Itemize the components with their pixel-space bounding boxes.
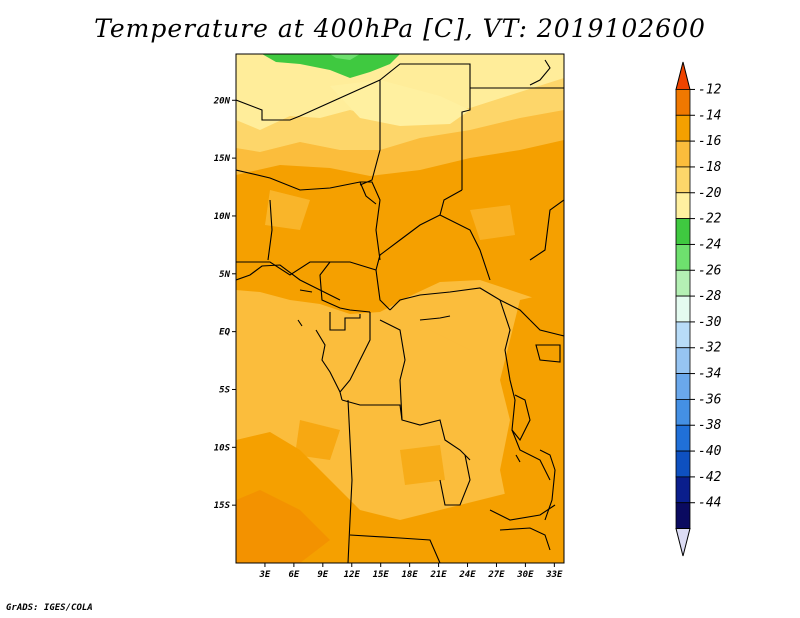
colorbar-level-label: -16 (698, 134, 722, 149)
lat-tick-label: 5S (219, 385, 230, 395)
colorbar-level-label: -24 (698, 237, 721, 252)
colorbar-swatch (675, 269, 691, 297)
lon-tick-label: 30E (516, 570, 534, 580)
colorbar-level-label: -12 (698, 82, 722, 97)
colorbar-level-label: -14 (698, 108, 721, 123)
lat-tick-label: 20N (213, 96, 231, 106)
colorbar-level-label: -38 (698, 418, 722, 433)
colorbar-swatch (675, 399, 691, 426)
colorbar-swatch (675, 166, 691, 194)
colorbar-level-label: -18 (698, 160, 722, 175)
lat-tick-label: 15S (214, 501, 231, 511)
lon-tick-label: 3E (259, 570, 271, 580)
colorbar: -12 -14 -16 -18 -20 -22 -24 -26 -28 -30 -32 -34 -36 -… (675, 61, 722, 557)
lon-tick-label: 6E (288, 570, 299, 580)
colorbar-swatch (675, 218, 691, 245)
colorbar-swatch (675, 424, 691, 452)
lon-tick-label: 21E (429, 570, 447, 580)
map-frame (235, 53, 565, 564)
colorbar-swatch (675, 502, 691, 529)
colorbar-level-label: -30 (698, 315, 722, 330)
colorbar-swatch (675, 89, 691, 116)
colorbar-level-label: -44 (698, 496, 721, 511)
lon-tick-label: 18E (402, 570, 419, 580)
colorbar-level-label: -26 (698, 263, 722, 278)
colorbar-level-label: -34 (698, 367, 721, 382)
colorbar-swatch (675, 450, 691, 478)
lon-tick-label: 9E (317, 570, 328, 580)
colorbar-swatch (675, 114, 691, 142)
colorbar-level-label: -22 (698, 212, 722, 227)
map-title: Temperature at 400hPa [C], VT: 201910260… (94, 14, 706, 43)
colorbar-level-label: -40 (698, 444, 722, 459)
lon-tick-label: 27E (487, 570, 505, 580)
temperature-field (236, 54, 564, 563)
lat-tick-label: 10S (214, 443, 231, 453)
colorbar-level-label: -42 (698, 470, 722, 485)
colorbar-swatch (675, 476, 691, 504)
lon-tick-label: 15E (373, 570, 390, 580)
country-borders (236, 59, 564, 563)
colorbar-level-label: -20 (698, 186, 722, 201)
colorbar-swatch (675, 373, 691, 400)
lat-tick-label: EQ (219, 328, 230, 338)
latitude-axis: 20N 15N 10N 5N EQ 5S 10S 15S (213, 96, 236, 511)
colorbar-level-label: -28 (698, 289, 722, 304)
colorbar-level-label: -32 (698, 341, 722, 356)
colorbar-swatch (675, 347, 691, 374)
colorbar-swatch (675, 295, 691, 323)
colorbar-swatch (675, 321, 691, 349)
colorbar-swatch (675, 140, 691, 168)
lon-tick-label: 24E (458, 570, 476, 580)
colorbar-level-label: -36 (698, 392, 722, 407)
lon-tick-label: 33E (545, 570, 563, 580)
colorbar-swatch (675, 244, 691, 271)
longitude-axis: 3E 6E 9E 12E 15E 18E 21E 24E 27E 30E 33E (259, 563, 563, 580)
grads-credit: GrADS: IGES/COLA (6, 603, 93, 613)
colorbar-bottom-triangle (675, 528, 691, 557)
lon-tick-label: 12E (344, 570, 361, 580)
lat-tick-label: 5N (219, 270, 230, 280)
lat-tick-label: 10N (214, 212, 231, 222)
lat-tick-label: 15N (214, 154, 231, 164)
colorbar-swatch (675, 192, 691, 219)
colorbar-top-triangle (675, 61, 691, 90)
